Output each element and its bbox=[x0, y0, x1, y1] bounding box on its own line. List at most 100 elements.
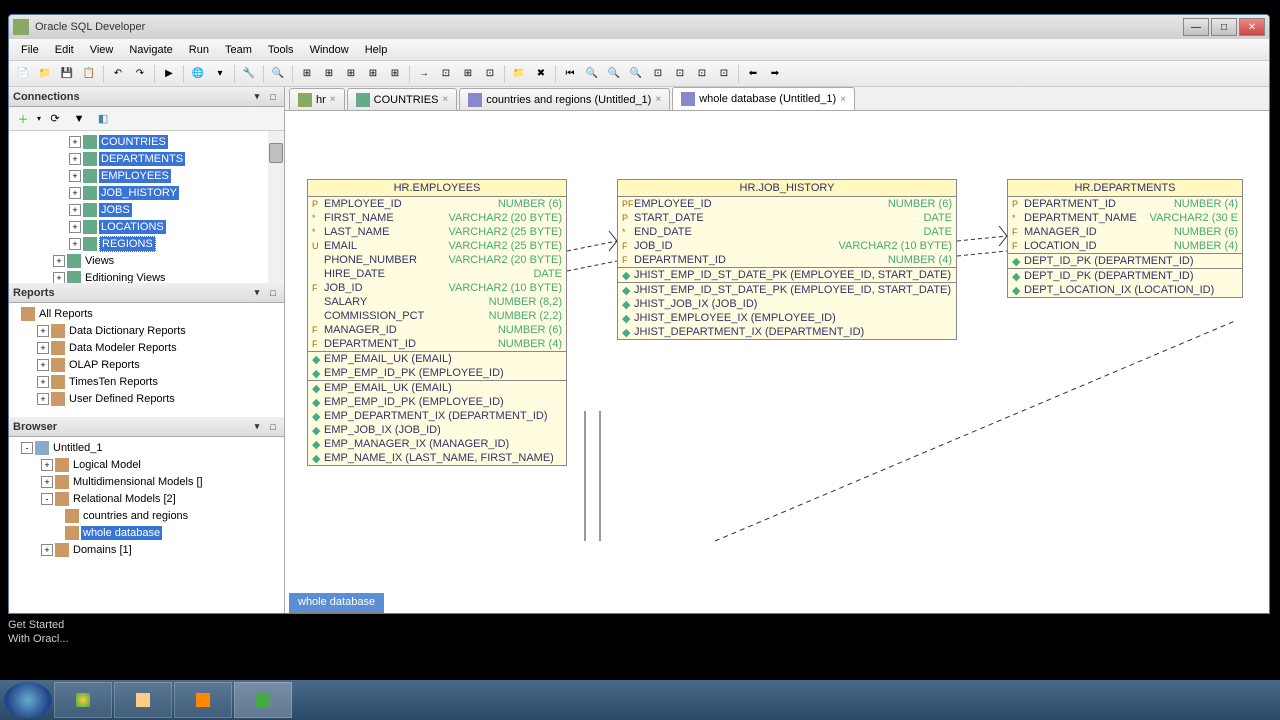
editor-tab[interactable]: whole database (Untitled_1)× bbox=[672, 87, 855, 110]
erd-table[interactable]: HR.JOB_HISTORYPFEMPLOYEE_IDNUMBER (6)PST… bbox=[617, 179, 957, 340]
toolbar-btn-11[interactable]: ▾ bbox=[210, 64, 230, 84]
browser-root[interactable]: -Untitled_1 bbox=[11, 439, 282, 456]
maximize-button[interactable]: □ bbox=[1211, 18, 1237, 36]
connections-tree[interactable]: +COUNTRIES+DEPARTMENTS+EMPLOYEES+JOB_HIS… bbox=[9, 131, 284, 283]
toolbar-btn-37[interactable]: ⊡ bbox=[692, 64, 712, 84]
toolbar-btn-40[interactable]: ⬅ bbox=[743, 64, 763, 84]
toolbar-btn-8[interactable]: ▶ bbox=[159, 64, 179, 84]
taskbar-chrome[interactable] bbox=[54, 682, 112, 718]
tree-item[interactable]: +LOCATIONS bbox=[11, 218, 282, 235]
reports-panel-header[interactable]: Reports ▾ □ bbox=[9, 283, 284, 303]
toolbar-btn-15[interactable]: 🔍 bbox=[268, 64, 288, 84]
toolbar-btn-41[interactable]: ➡ bbox=[765, 64, 785, 84]
reports-tree[interactable]: All Reports+Data Dictionary Reports+Data… bbox=[9, 303, 284, 417]
browser-panel-header[interactable]: Browser ▾ □ bbox=[9, 417, 284, 437]
toolbar-btn-5[interactable]: ↶ bbox=[108, 64, 128, 84]
browser-item[interactable]: +Multidimensional Models [] bbox=[11, 473, 282, 490]
expand-icon[interactable]: + bbox=[37, 393, 49, 405]
toolbar-btn-36[interactable]: ⊡ bbox=[670, 64, 690, 84]
editor-tab[interactable]: countries and regions (Untitled_1)× bbox=[459, 88, 670, 110]
menu-view[interactable]: View bbox=[82, 42, 122, 58]
menu-run[interactable]: Run bbox=[181, 42, 217, 58]
menu-help[interactable]: Help bbox=[357, 42, 396, 58]
expand-icon[interactable]: - bbox=[21, 442, 33, 454]
report-item[interactable]: +Data Dictionary Reports bbox=[11, 322, 282, 339]
diagram-canvas[interactable]: whole database HR.EMPLOYEESPEMPLOYEE_IDN… bbox=[285, 111, 1269, 613]
taskbar[interactable] bbox=[0, 680, 1280, 720]
tree-item[interactable]: +DEPARTMENTS bbox=[11, 150, 282, 167]
report-item[interactable]: +User Defined Reports bbox=[11, 390, 282, 407]
menu-window[interactable]: Window bbox=[302, 42, 357, 58]
toolbar-btn-3[interactable]: 📋 bbox=[79, 64, 99, 84]
erd-table[interactable]: HR.DEPARTMENTSPDEPARTMENT_IDNUMBER (4)*D… bbox=[1007, 179, 1243, 298]
browser-item[interactable]: countries and regions bbox=[11, 507, 282, 524]
toolbar-btn-23[interactable]: → bbox=[414, 64, 434, 84]
panel-restore-icon[interactable]: □ bbox=[266, 286, 280, 300]
toolbar-btn-26[interactable]: ⊡ bbox=[480, 64, 500, 84]
toolbar-btn-29[interactable]: ✖ bbox=[531, 64, 551, 84]
tab-close-icon[interactable]: × bbox=[655, 94, 661, 105]
toolbar-btn-35[interactable]: ⊡ bbox=[648, 64, 668, 84]
browser-item[interactable]: -Relational Models [2] bbox=[11, 490, 282, 507]
report-item[interactable]: +Data Modeler Reports bbox=[11, 339, 282, 356]
toolbar-btn-13[interactable]: 🔧 bbox=[239, 64, 259, 84]
report-item[interactable]: +TimesTen Reports bbox=[11, 373, 282, 390]
expand-icon[interactable]: + bbox=[37, 376, 49, 388]
menu-edit[interactable]: Edit bbox=[47, 42, 82, 58]
expand-icon[interactable]: + bbox=[69, 170, 81, 182]
minimize-button[interactable]: — bbox=[1183, 18, 1209, 36]
expand-icon[interactable]: + bbox=[53, 255, 65, 267]
panel-min-icon[interactable]: ▾ bbox=[250, 286, 264, 300]
toolbar-btn-33[interactable]: 🔍 bbox=[604, 64, 624, 84]
toolbar-btn-0[interactable]: 📄 bbox=[13, 64, 33, 84]
expand-icon[interactable]: + bbox=[41, 476, 53, 488]
expand-icon[interactable]: + bbox=[41, 459, 53, 471]
panel-restore-icon[interactable]: □ bbox=[266, 90, 280, 104]
scrollbar[interactable] bbox=[268, 131, 284, 283]
tree-item[interactable]: +JOB_HISTORY bbox=[11, 184, 282, 201]
expand-icon[interactable]: + bbox=[37, 325, 49, 337]
toolbar-btn-6[interactable]: ↷ bbox=[130, 64, 150, 84]
taskbar-media[interactable] bbox=[174, 682, 232, 718]
new-connection-icon[interactable]: ＋ bbox=[13, 109, 33, 129]
toolbar-btn-25[interactable]: ⊞ bbox=[458, 64, 478, 84]
toolbar-btn-20[interactable]: ⊞ bbox=[363, 64, 383, 84]
toolbar-btn-19[interactable]: ⊞ bbox=[341, 64, 361, 84]
toolbar-btn-2[interactable]: 💾 bbox=[57, 64, 77, 84]
erd-table[interactable]: HR.EMPLOYEESPEMPLOYEE_IDNUMBER (6)*FIRST… bbox=[307, 179, 567, 466]
report-item[interactable]: All Reports bbox=[11, 305, 282, 322]
panel-min-icon[interactable]: ▾ bbox=[250, 90, 264, 104]
filter-icon[interactable]: ▼ bbox=[69, 109, 89, 129]
editor-tab[interactable]: COUNTRIES× bbox=[347, 88, 458, 110]
toolbar-btn-31[interactable]: ⏮ bbox=[560, 64, 580, 84]
expand-icon[interactable]: + bbox=[41, 544, 53, 556]
expand-icon[interactable]: + bbox=[37, 359, 49, 371]
panel-min-icon[interactable]: ▾ bbox=[250, 420, 264, 434]
toolbar-btn-1[interactable]: 📁 bbox=[35, 64, 55, 84]
tab-close-icon[interactable]: × bbox=[840, 94, 846, 105]
browser-item[interactable]: whole database bbox=[11, 524, 282, 541]
browser-item[interactable]: +Domains [1] bbox=[11, 541, 282, 558]
report-item[interactable]: +OLAP Reports bbox=[11, 356, 282, 373]
toolbar-btn-10[interactable]: 🌐 bbox=[188, 64, 208, 84]
expand-icon[interactable]: + bbox=[69, 153, 81, 165]
menu-team[interactable]: Team bbox=[217, 42, 260, 58]
toolbar-btn-21[interactable]: ⊞ bbox=[385, 64, 405, 84]
tree-item[interactable]: +Views bbox=[11, 252, 282, 269]
tree-item[interactable]: +COUNTRIES bbox=[11, 133, 282, 150]
expand-icon[interactable]: + bbox=[69, 238, 81, 250]
titlebar[interactable]: Oracle SQL Developer — □ ✕ bbox=[9, 15, 1269, 39]
panel-restore-icon[interactable]: □ bbox=[266, 420, 280, 434]
expand-icon[interactable]: + bbox=[69, 204, 81, 216]
browser-tree[interactable]: -Untitled_1+Logical Model+Multidimension… bbox=[9, 437, 284, 613]
tab-close-icon[interactable]: × bbox=[442, 94, 448, 105]
tree-item[interactable]: +JOBS bbox=[11, 201, 282, 218]
menu-file[interactable]: File bbox=[13, 42, 47, 58]
editor-tab[interactable]: hr× bbox=[289, 88, 345, 110]
expand-icon[interactable]: + bbox=[69, 221, 81, 233]
tree-item[interactable]: +Editioning Views bbox=[11, 269, 282, 283]
start-button[interactable] bbox=[4, 682, 52, 718]
toolbar-btn-34[interactable]: 🔍 bbox=[626, 64, 646, 84]
expand-icon[interactable]: + bbox=[37, 342, 49, 354]
taskbar-explorer[interactable] bbox=[114, 682, 172, 718]
